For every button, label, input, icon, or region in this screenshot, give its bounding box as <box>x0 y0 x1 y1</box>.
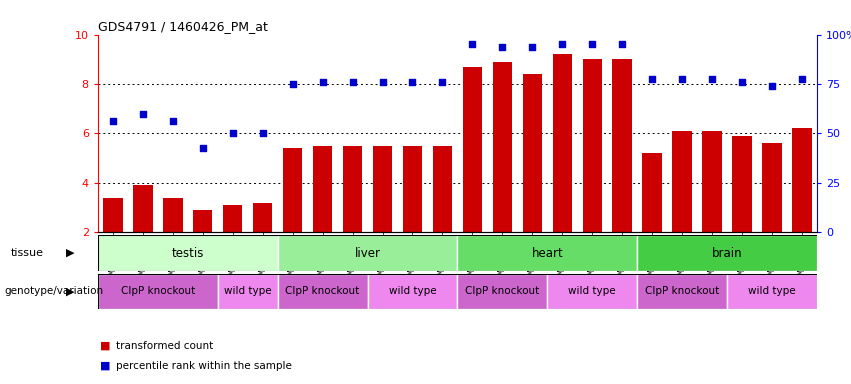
Bar <box>283 148 302 232</box>
Text: wild type: wild type <box>389 286 437 296</box>
Text: ■: ■ <box>100 341 111 351</box>
Text: ClpP knockout: ClpP knockout <box>645 286 719 296</box>
Point <box>735 78 749 84</box>
Point <box>615 41 629 48</box>
Point <box>765 83 779 89</box>
Text: ClpP knockout: ClpP knockout <box>465 286 540 296</box>
Bar <box>403 146 422 232</box>
Point <box>705 76 719 82</box>
Bar <box>218 274 277 309</box>
Bar <box>613 59 632 232</box>
Text: tissue: tissue <box>11 248 44 258</box>
Bar <box>277 235 457 271</box>
Point <box>106 118 120 124</box>
Bar <box>133 185 152 232</box>
Bar <box>523 74 542 232</box>
Bar <box>762 143 782 232</box>
Bar <box>458 274 547 309</box>
Point <box>286 81 300 87</box>
Text: liver: liver <box>355 247 380 260</box>
Bar <box>493 62 512 232</box>
Point <box>436 78 449 84</box>
Bar <box>792 129 812 232</box>
Bar <box>582 59 602 232</box>
Point <box>556 41 569 48</box>
Point <box>465 41 479 48</box>
Bar <box>733 136 751 232</box>
Bar <box>163 198 182 232</box>
Bar <box>253 203 272 232</box>
Bar <box>672 131 692 232</box>
Point <box>166 118 180 124</box>
Bar <box>98 274 218 309</box>
Bar <box>373 146 392 232</box>
Bar <box>463 67 483 232</box>
Text: ▶: ▶ <box>66 248 74 258</box>
Text: wild type: wild type <box>568 286 616 296</box>
Point <box>226 131 239 137</box>
Bar <box>643 153 662 232</box>
Text: wild type: wild type <box>224 286 271 296</box>
Point <box>645 76 659 82</box>
Bar <box>637 235 817 271</box>
Text: wild type: wild type <box>748 286 796 296</box>
Text: testis: testis <box>172 247 204 260</box>
Point <box>526 44 540 50</box>
Text: brain: brain <box>711 247 742 260</box>
Point <box>406 78 420 84</box>
Text: ■: ■ <box>100 361 111 371</box>
Point <box>676 76 689 82</box>
Text: ClpP knockout: ClpP knockout <box>285 286 360 296</box>
Point <box>256 131 270 137</box>
Bar <box>193 210 213 232</box>
Point <box>795 76 808 82</box>
Bar <box>98 235 277 271</box>
Text: percentile rank within the sample: percentile rank within the sample <box>116 361 292 371</box>
Point <box>316 78 329 84</box>
Bar <box>552 55 572 232</box>
Bar <box>547 274 637 309</box>
Point <box>375 78 389 84</box>
Bar <box>727 274 817 309</box>
Bar <box>343 146 363 232</box>
Text: ClpP knockout: ClpP knockout <box>121 286 195 296</box>
Point <box>346 78 359 84</box>
Point <box>136 111 150 117</box>
Text: heart: heart <box>531 247 563 260</box>
Bar <box>702 131 722 232</box>
Bar <box>432 146 452 232</box>
Bar <box>313 146 333 232</box>
Point <box>585 41 599 48</box>
Bar <box>103 198 123 232</box>
Bar <box>368 274 458 309</box>
Text: ▶: ▶ <box>66 286 74 296</box>
Bar <box>637 274 727 309</box>
Text: GDS4791 / 1460426_PM_at: GDS4791 / 1460426_PM_at <box>98 20 268 33</box>
Bar <box>277 274 368 309</box>
Bar <box>223 205 243 232</box>
Text: transformed count: transformed count <box>116 341 213 351</box>
Point <box>495 44 509 50</box>
Text: genotype/variation: genotype/variation <box>4 286 103 296</box>
Point <box>196 145 209 151</box>
Bar <box>458 235 637 271</box>
